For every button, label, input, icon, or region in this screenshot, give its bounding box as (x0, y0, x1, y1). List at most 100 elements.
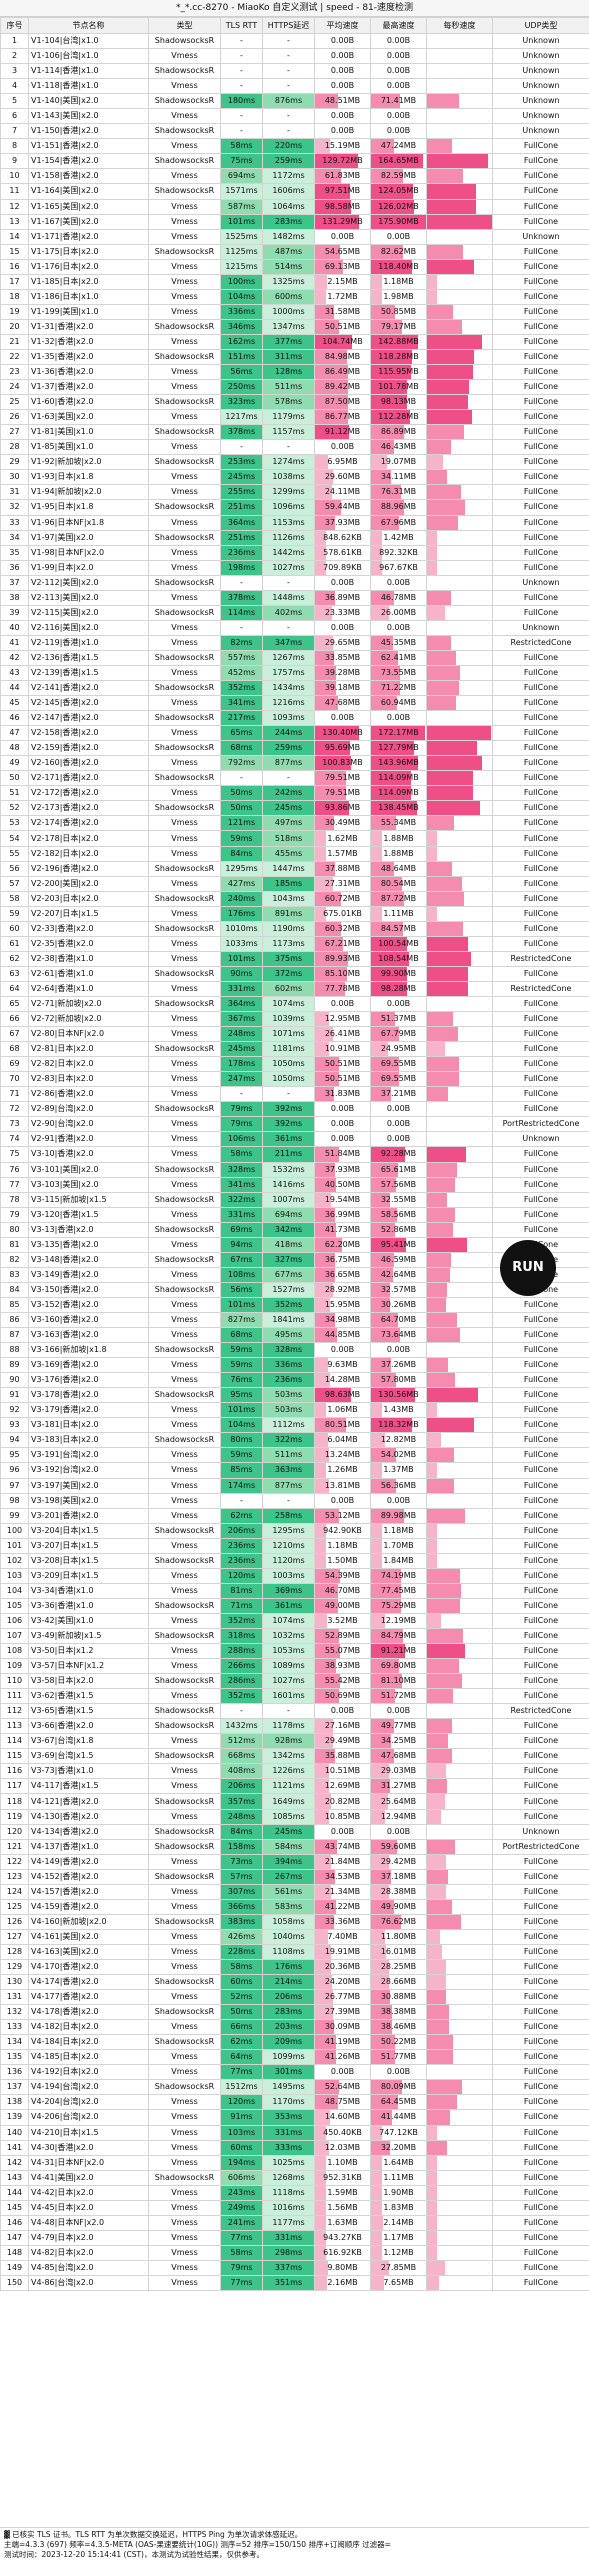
row-per-second-speed (426, 484, 493, 501)
row-https-latency: 1112ms (262, 1417, 315, 1434)
row-index: 96 (0, 1462, 29, 1479)
row-node-name: V2-139|香港|x1.5 (28, 664, 149, 682)
row-node-name: V2-173|香港|x2.0 (28, 800, 149, 817)
row-index: 37 (0, 574, 29, 591)
row-node-name: V2-113|美国|x2.0 (28, 589, 149, 606)
row-node-name: V4-31|日本NF|x2.0 (28, 2154, 149, 2171)
row-type: Vmess (148, 1883, 221, 1900)
row-udp-type: FullCone (492, 544, 589, 561)
row-type: ShadowsocksR (148, 680, 221, 697)
row-avg-speed: 91.12MB (314, 424, 371, 441)
table-row: 11 V1-164|美国|x2.0 ShadowsocksR 1571ms 1606ms… (0, 183, 589, 200)
row-node-name: V1-199|美国|x1.0 (28, 303, 149, 320)
row-udp-type: FullCone (492, 1643, 589, 1660)
row-https-latency: 337ms (262, 2259, 315, 2276)
row-https-latency: 1120ms (262, 1552, 315, 1569)
row-index: 103 (0, 1567, 29, 1584)
row-node-name: V3-49|新加坡|x1.5 (28, 1627, 149, 1645)
table-row: 125 V4-159|香港|x2.0 Vmess 366ms 583ms 41.22MB 4… (0, 1898, 589, 1915)
table-row: 97 V3-197|美国|x2.0 Vmess 174ms 877ms 13.81MB 56… (0, 1477, 589, 1494)
row-node-name: V2-33|香港|x2.0 (28, 920, 149, 937)
row-max-speed: 64.70MB (370, 1311, 427, 1329)
row-per-second-speed (426, 1432, 493, 1449)
row-avg-speed: 61.83MB (314, 168, 371, 185)
row-type: Vmess (148, 1176, 221, 1193)
row-node-name: V4-42|日本|x2.0 (28, 2184, 149, 2201)
table-row: 87 V3-163|香港|x2.0 Vmess 68ms 495ms 44.85MB 73.… (0, 1327, 589, 1344)
row-https-latency: 503ms (262, 1402, 315, 1419)
row-type: Vmess (148, 364, 221, 381)
row-tls-rtt: 236ms (220, 544, 263, 561)
row-udp-type: FullCone (492, 1342, 589, 1359)
table-row: 60 V2-33|香港|x2.0 ShadowsocksR 1010ms 1190ms 6… (0, 920, 589, 937)
row-https-latency: 1295ms (262, 1522, 315, 1539)
speed-sparkline (427, 320, 462, 334)
row-https-latency: - (262, 619, 315, 636)
row-tls-rtt: 64ms (220, 2049, 263, 2066)
row-index: 121 (0, 1838, 29, 1855)
row-udp-type: FullCone (492, 2064, 589, 2081)
row-per-second-speed (426, 2049, 493, 2066)
row-avg-speed: 1.26MB (314, 1462, 371, 1479)
row-max-speed: 124.05MB (370, 183, 427, 200)
row-max-speed: 0.00B (370, 1703, 427, 1720)
row-type: ShadowsocksR (148, 1718, 221, 1735)
row-type: ShadowsocksR (148, 1552, 221, 1569)
row-avg-speed: 39.28MB (314, 664, 371, 682)
row-tls-rtt: - (220, 574, 263, 591)
table-row: 130 V4-174|香港|x2.0 ShadowsocksR 60ms 214ms 24… (0, 1974, 589, 1991)
row-max-speed: 67.96MB (370, 514, 427, 531)
table-row: 150 V4-86|台湾|x2.0 Vmess 77ms 351ms 2.16MB 7.65… (0, 2274, 589, 2292)
row-node-name: V1-96|日本NF|x1.8 (28, 514, 149, 531)
row-tls-rtt: 52ms (220, 1989, 263, 2006)
row-node-name: V4-130|香港|x2.0 (28, 1808, 149, 1825)
row-udp-type: FullCone (492, 785, 589, 802)
row-type: ShadowsocksR (148, 1251, 221, 1268)
row-node-name: V2-72|新加坡|x2.0 (28, 1011, 149, 1028)
row-max-speed: 30.88MB (370, 1989, 427, 2006)
row-https-latency: 1096ms (262, 499, 315, 516)
row-max-speed: 12.19MB (370, 1612, 427, 1629)
row-per-second-speed (426, 2064, 493, 2081)
row-index: 54 (0, 830, 29, 847)
row-max-speed: 130.56MB (370, 1387, 427, 1404)
row-https-latency: 1074ms (262, 995, 315, 1013)
row-index: 10 (0, 168, 29, 185)
row-tls-rtt: 251ms (220, 499, 263, 516)
table-row: 103 V3-209|日本|x1.5 Vmess 120ms 1003ms 54.39MB… (0, 1567, 589, 1584)
table-row: 33 V1-96|日本NF|x1.8 Vmess 364ms 1153ms 37.93MB… (0, 514, 589, 531)
row-index: 123 (0, 1868, 29, 1885)
row-avg-speed: 21.84MB (314, 1853, 371, 1870)
row-tls-rtt: 792ms (220, 755, 263, 772)
row-avg-speed: 48.51MB (314, 93, 371, 110)
row-type: Vmess (148, 1086, 221, 1103)
col-header-index: 序号 (0, 17, 29, 34)
row-tls-rtt: 1432ms (220, 1718, 263, 1735)
row-https-latency: 1043ms (262, 890, 315, 907)
row-node-name: V3-183|日本|x2.0 (28, 1432, 149, 1449)
speed-sparkline (427, 1238, 467, 1252)
speed-sparkline (427, 1448, 454, 1462)
row-node-name: V2-178|日本|x2.0 (28, 830, 149, 847)
row-tls-rtt: 58ms (220, 138, 263, 155)
row-type: Vmess (148, 1958, 221, 1976)
row-https-latency: 487ms (262, 243, 315, 260)
row-https-latency: 511ms (262, 1447, 315, 1464)
row-index: 14 (0, 228, 29, 245)
row-per-second-speed (426, 2004, 493, 2021)
row-type: Vmess (148, 228, 221, 245)
row-type: Vmess (148, 1236, 221, 1253)
table-row: 55 V2-182|日本|x2.0 Vmess 84ms 455ms 1.57MB 1.88… (0, 845, 589, 862)
table-row: 14 V1-171|香港|x2.0 Vmess 1525ms 1482ms 0.00B 0.… (0, 228, 589, 245)
row-per-second-speed (426, 1146, 493, 1163)
row-https-latency: 1532ms (262, 1161, 315, 1178)
row-tls-rtt: 120ms (220, 2094, 263, 2111)
row-max-speed: 19.07MB (370, 454, 427, 471)
row-node-name: V4-79|日本|x2.0 (28, 2229, 149, 2246)
speed-sparkline (427, 2156, 438, 2170)
row-per-second-speed (426, 1327, 493, 1344)
row-index: 18 (0, 288, 29, 305)
row-avg-speed: 31.83MB (314, 1086, 371, 1103)
row-udp-type: FullCone (492, 1221, 589, 1238)
row-type: ShadowsocksR (148, 1868, 221, 1885)
